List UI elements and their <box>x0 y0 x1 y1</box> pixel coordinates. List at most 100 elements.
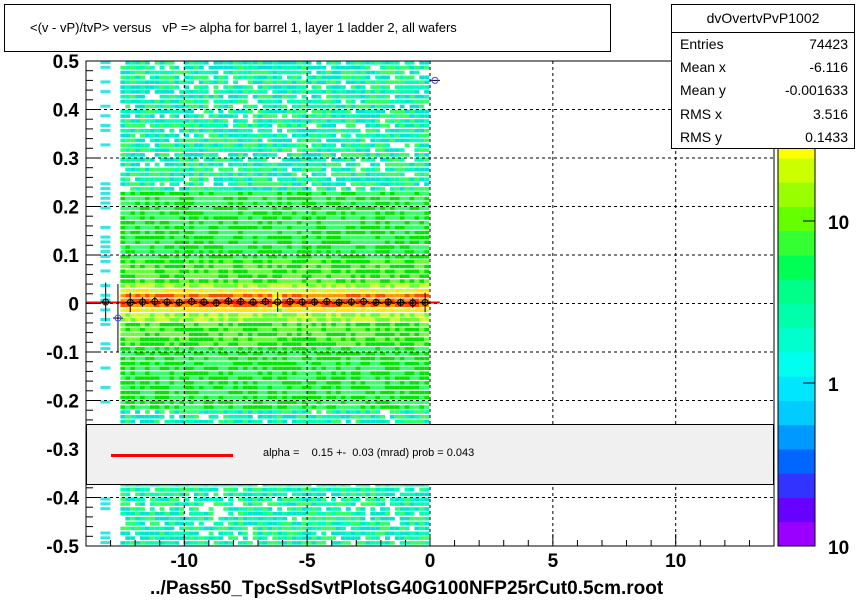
heat-cell <box>120 206 126 211</box>
heat-cell <box>311 293 317 298</box>
heat-cell <box>223 322 229 327</box>
heat-cell <box>267 114 273 118</box>
heat-cell <box>140 90 145 94</box>
heat-cell <box>360 361 366 366</box>
heat-cell <box>257 255 263 259</box>
heat-cell <box>301 191 307 196</box>
heat-cell <box>301 303 307 308</box>
heat-cell <box>326 269 332 274</box>
heat-cell <box>321 400 327 405</box>
heat-cell <box>316 512 322 516</box>
heat-cell <box>340 255 346 259</box>
heat-cell <box>238 196 243 201</box>
heat-cell <box>306 327 312 332</box>
heat-cell <box>184 284 189 288</box>
heat-cell <box>218 235 224 240</box>
heat-cell <box>213 313 219 317</box>
heat-cell <box>316 240 322 244</box>
heat-cell <box>282 206 287 211</box>
heat-cell <box>125 235 131 240</box>
heat-cell <box>267 352 273 356</box>
heat-cell <box>345 541 351 545</box>
heat-cell <box>340 148 346 152</box>
heat-cell <box>282 225 287 230</box>
heat-cell <box>257 70 263 75</box>
heat-cell <box>179 293 185 298</box>
heat-cell <box>257 361 263 366</box>
heat-cell <box>326 61 332 65</box>
heat-cell <box>208 94 214 99</box>
heat-cell <box>169 516 175 521</box>
heat-cell <box>375 381 381 385</box>
heat-cell <box>164 216 170 220</box>
heat-cell <box>380 172 385 177</box>
heat-cell <box>144 158 150 162</box>
heat-cell <box>355 269 361 274</box>
heat-cell <box>345 293 351 298</box>
heat-cell <box>189 381 194 385</box>
heat-cell <box>355 75 361 80</box>
heat-cell <box>184 167 189 172</box>
heat-cell <box>179 521 185 526</box>
heat-cell <box>360 516 366 521</box>
heat-cell <box>154 284 160 288</box>
heat-cell <box>360 526 366 531</box>
heat-cell <box>321 148 327 152</box>
heat-cell <box>154 405 160 409</box>
heat-cell <box>277 298 283 303</box>
heat-cell <box>252 104 258 109</box>
heat-cell <box>316 172 322 177</box>
heat-cell <box>130 347 136 351</box>
heat-cell <box>238 211 243 215</box>
heat-cell <box>242 385 248 390</box>
heat-cell <box>228 502 234 506</box>
heat-cell <box>252 94 258 99</box>
heat-cell <box>316 143 322 147</box>
heat-cell <box>189 371 194 375</box>
heat-cell <box>326 385 332 390</box>
heat-cell <box>262 119 268 123</box>
heat-cell <box>154 371 160 375</box>
heat-cell <box>247 90 253 94</box>
heat-cell <box>193 153 199 157</box>
heat-cell <box>208 497 214 502</box>
heat-cell <box>291 347 297 351</box>
heat-cell <box>140 308 145 312</box>
heat-cell <box>267 371 273 375</box>
heat-cell <box>350 381 356 385</box>
heat-cell <box>242 492 248 497</box>
heat-cell <box>252 293 258 298</box>
heat-cell <box>252 162 258 167</box>
heat-cell <box>380 221 385 225</box>
heat-cell <box>218 284 224 288</box>
heat-cell <box>252 284 258 288</box>
heat-cell <box>223 487 229 492</box>
heat-cell <box>355 376 361 380</box>
heat-cell <box>277 94 283 99</box>
heat-cell <box>350 206 356 211</box>
heat-cell <box>252 308 258 312</box>
heat-cell <box>164 61 170 65</box>
heat-cell <box>252 216 258 220</box>
heat-cell <box>198 376 204 380</box>
heat-cell <box>365 90 371 94</box>
heat-cell <box>340 395 346 400</box>
heat-cell <box>120 133 126 138</box>
heat-cell <box>336 191 341 196</box>
heat-cell <box>179 526 185 531</box>
heat-cell <box>193 487 199 492</box>
heat-cell <box>316 255 322 259</box>
heat-cell <box>223 390 229 395</box>
heat-cell <box>159 245 165 249</box>
heat-cell <box>262 211 268 215</box>
heat-cell <box>252 361 258 366</box>
heat-cell <box>380 255 385 259</box>
heat-cell <box>350 308 356 312</box>
heat-cell <box>336 114 341 118</box>
heat-cell <box>174 385 180 390</box>
heat-cell <box>238 221 243 225</box>
heat-cell <box>321 512 327 516</box>
heat-cell <box>360 347 366 351</box>
heat-cell <box>213 415 219 419</box>
heat-cell <box>355 255 361 259</box>
